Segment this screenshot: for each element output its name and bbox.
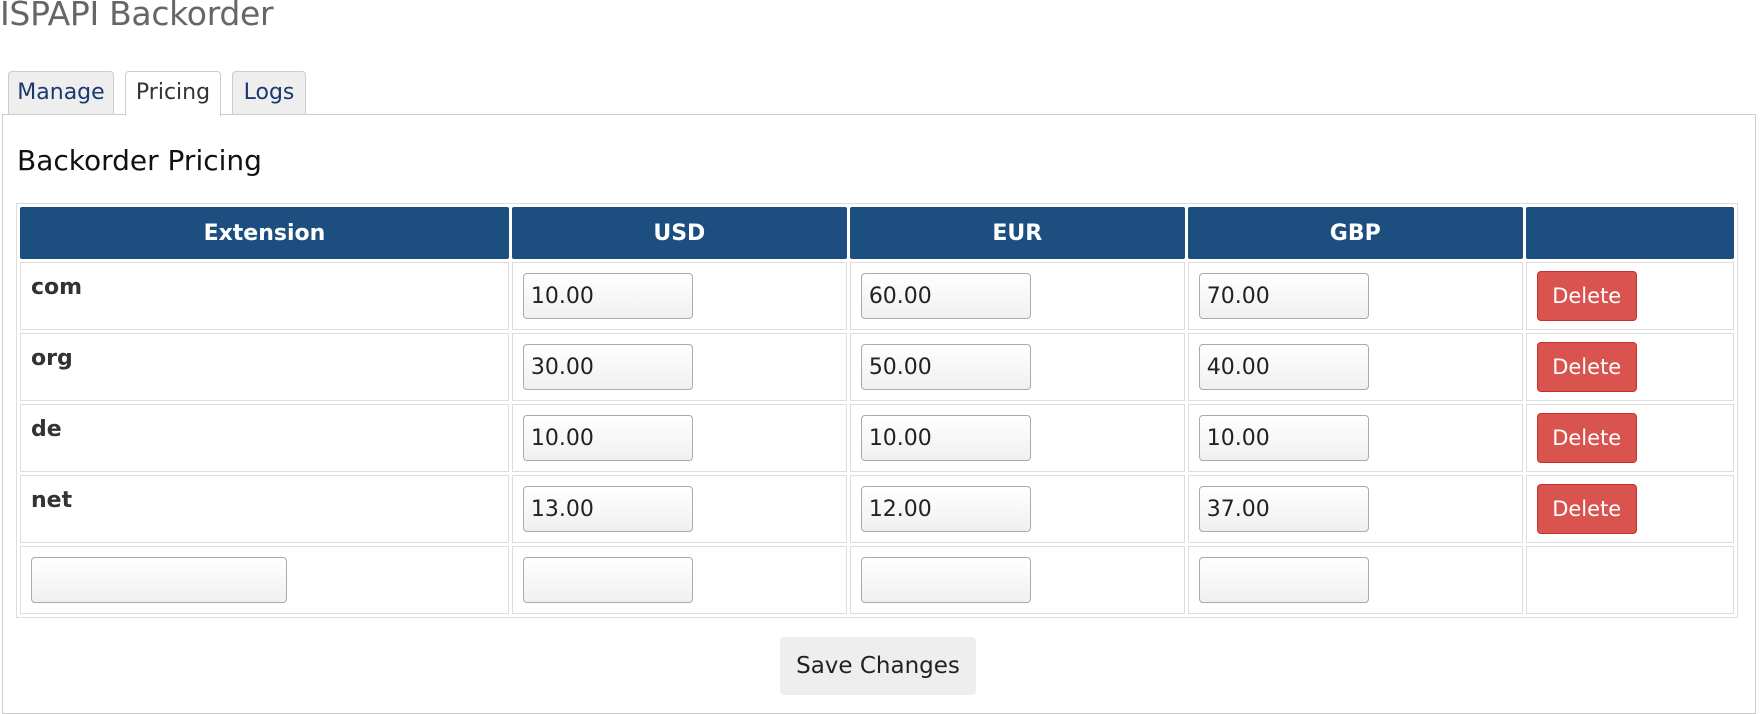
new-eur-price-input[interactable] bbox=[860, 557, 1031, 603]
eur-price-input[interactable] bbox=[860, 415, 1031, 461]
new-usd-price-input[interactable] bbox=[522, 557, 693, 603]
new-extension-cell bbox=[20, 546, 509, 614]
new-eur-cell bbox=[849, 546, 1185, 614]
table-row: com Delete bbox=[20, 262, 1734, 330]
gbp-price-input[interactable] bbox=[1198, 344, 1369, 390]
eur-price-input[interactable] bbox=[860, 344, 1031, 390]
delete-button[interactable]: Delete bbox=[1536, 342, 1637, 392]
eur-cell bbox=[849, 262, 1185, 330]
gbp-cell bbox=[1187, 475, 1523, 543]
extension-cell: com bbox=[20, 262, 509, 330]
gbp-cell bbox=[1187, 404, 1523, 472]
column-header-extension: Extension bbox=[20, 207, 509, 259]
new-gbp-price-input[interactable] bbox=[1198, 557, 1369, 603]
gbp-cell bbox=[1187, 333, 1523, 401]
new-extension-input[interactable] bbox=[31, 557, 287, 603]
column-header-gbp: GBP bbox=[1187, 207, 1523, 259]
tab-logs[interactable]: Logs bbox=[232, 71, 306, 115]
action-cell: Delete bbox=[1525, 404, 1734, 472]
usd-cell bbox=[511, 404, 847, 472]
new-row bbox=[20, 546, 1734, 614]
usd-price-input[interactable] bbox=[522, 415, 693, 461]
extension-cell: net bbox=[20, 475, 509, 543]
tab-pricing[interactable]: Pricing bbox=[125, 71, 221, 116]
table-row: org Delete bbox=[20, 333, 1734, 401]
table-header-row: Extension USD EUR GBP bbox=[20, 207, 1734, 259]
eur-cell bbox=[849, 475, 1185, 543]
extension-cell: org bbox=[20, 333, 509, 401]
action-cell: Delete bbox=[1525, 262, 1734, 330]
tab-manage[interactable]: Manage bbox=[8, 71, 114, 115]
column-header-eur: EUR bbox=[849, 207, 1185, 259]
usd-cell bbox=[511, 475, 847, 543]
gbp-price-input[interactable] bbox=[1198, 486, 1369, 532]
column-header-usd: USD bbox=[511, 207, 847, 259]
delete-button[interactable]: Delete bbox=[1536, 271, 1637, 321]
section-title: Backorder Pricing bbox=[17, 144, 262, 177]
column-header-actions bbox=[1525, 207, 1734, 259]
new-action-cell bbox=[1525, 546, 1734, 614]
gbp-price-input[interactable] bbox=[1198, 415, 1369, 461]
usd-cell bbox=[511, 333, 847, 401]
extension-cell: de bbox=[20, 404, 509, 472]
usd-price-input[interactable] bbox=[522, 344, 693, 390]
action-cell: Delete bbox=[1525, 333, 1734, 401]
eur-price-input[interactable] bbox=[860, 273, 1031, 319]
gbp-price-input[interactable] bbox=[1198, 273, 1369, 319]
table-row: net Delete bbox=[20, 475, 1734, 543]
delete-button[interactable]: Delete bbox=[1536, 413, 1637, 463]
usd-price-input[interactable] bbox=[522, 273, 693, 319]
table-row: de Delete bbox=[20, 404, 1734, 472]
delete-button[interactable]: Delete bbox=[1536, 484, 1637, 534]
usd-cell bbox=[511, 262, 847, 330]
pricing-table: Extension USD EUR GBP com Delete org Del… bbox=[16, 203, 1738, 618]
eur-cell bbox=[849, 404, 1185, 472]
eur-price-input[interactable] bbox=[860, 486, 1031, 532]
eur-cell bbox=[849, 333, 1185, 401]
new-usd-cell bbox=[511, 546, 847, 614]
page-title: ISPAPI Backorder bbox=[0, 0, 274, 33]
gbp-cell bbox=[1187, 262, 1523, 330]
usd-price-input[interactable] bbox=[522, 486, 693, 532]
save-changes-button[interactable]: Save Changes bbox=[780, 637, 976, 695]
new-gbp-cell bbox=[1187, 546, 1523, 614]
action-cell: Delete bbox=[1525, 475, 1734, 543]
